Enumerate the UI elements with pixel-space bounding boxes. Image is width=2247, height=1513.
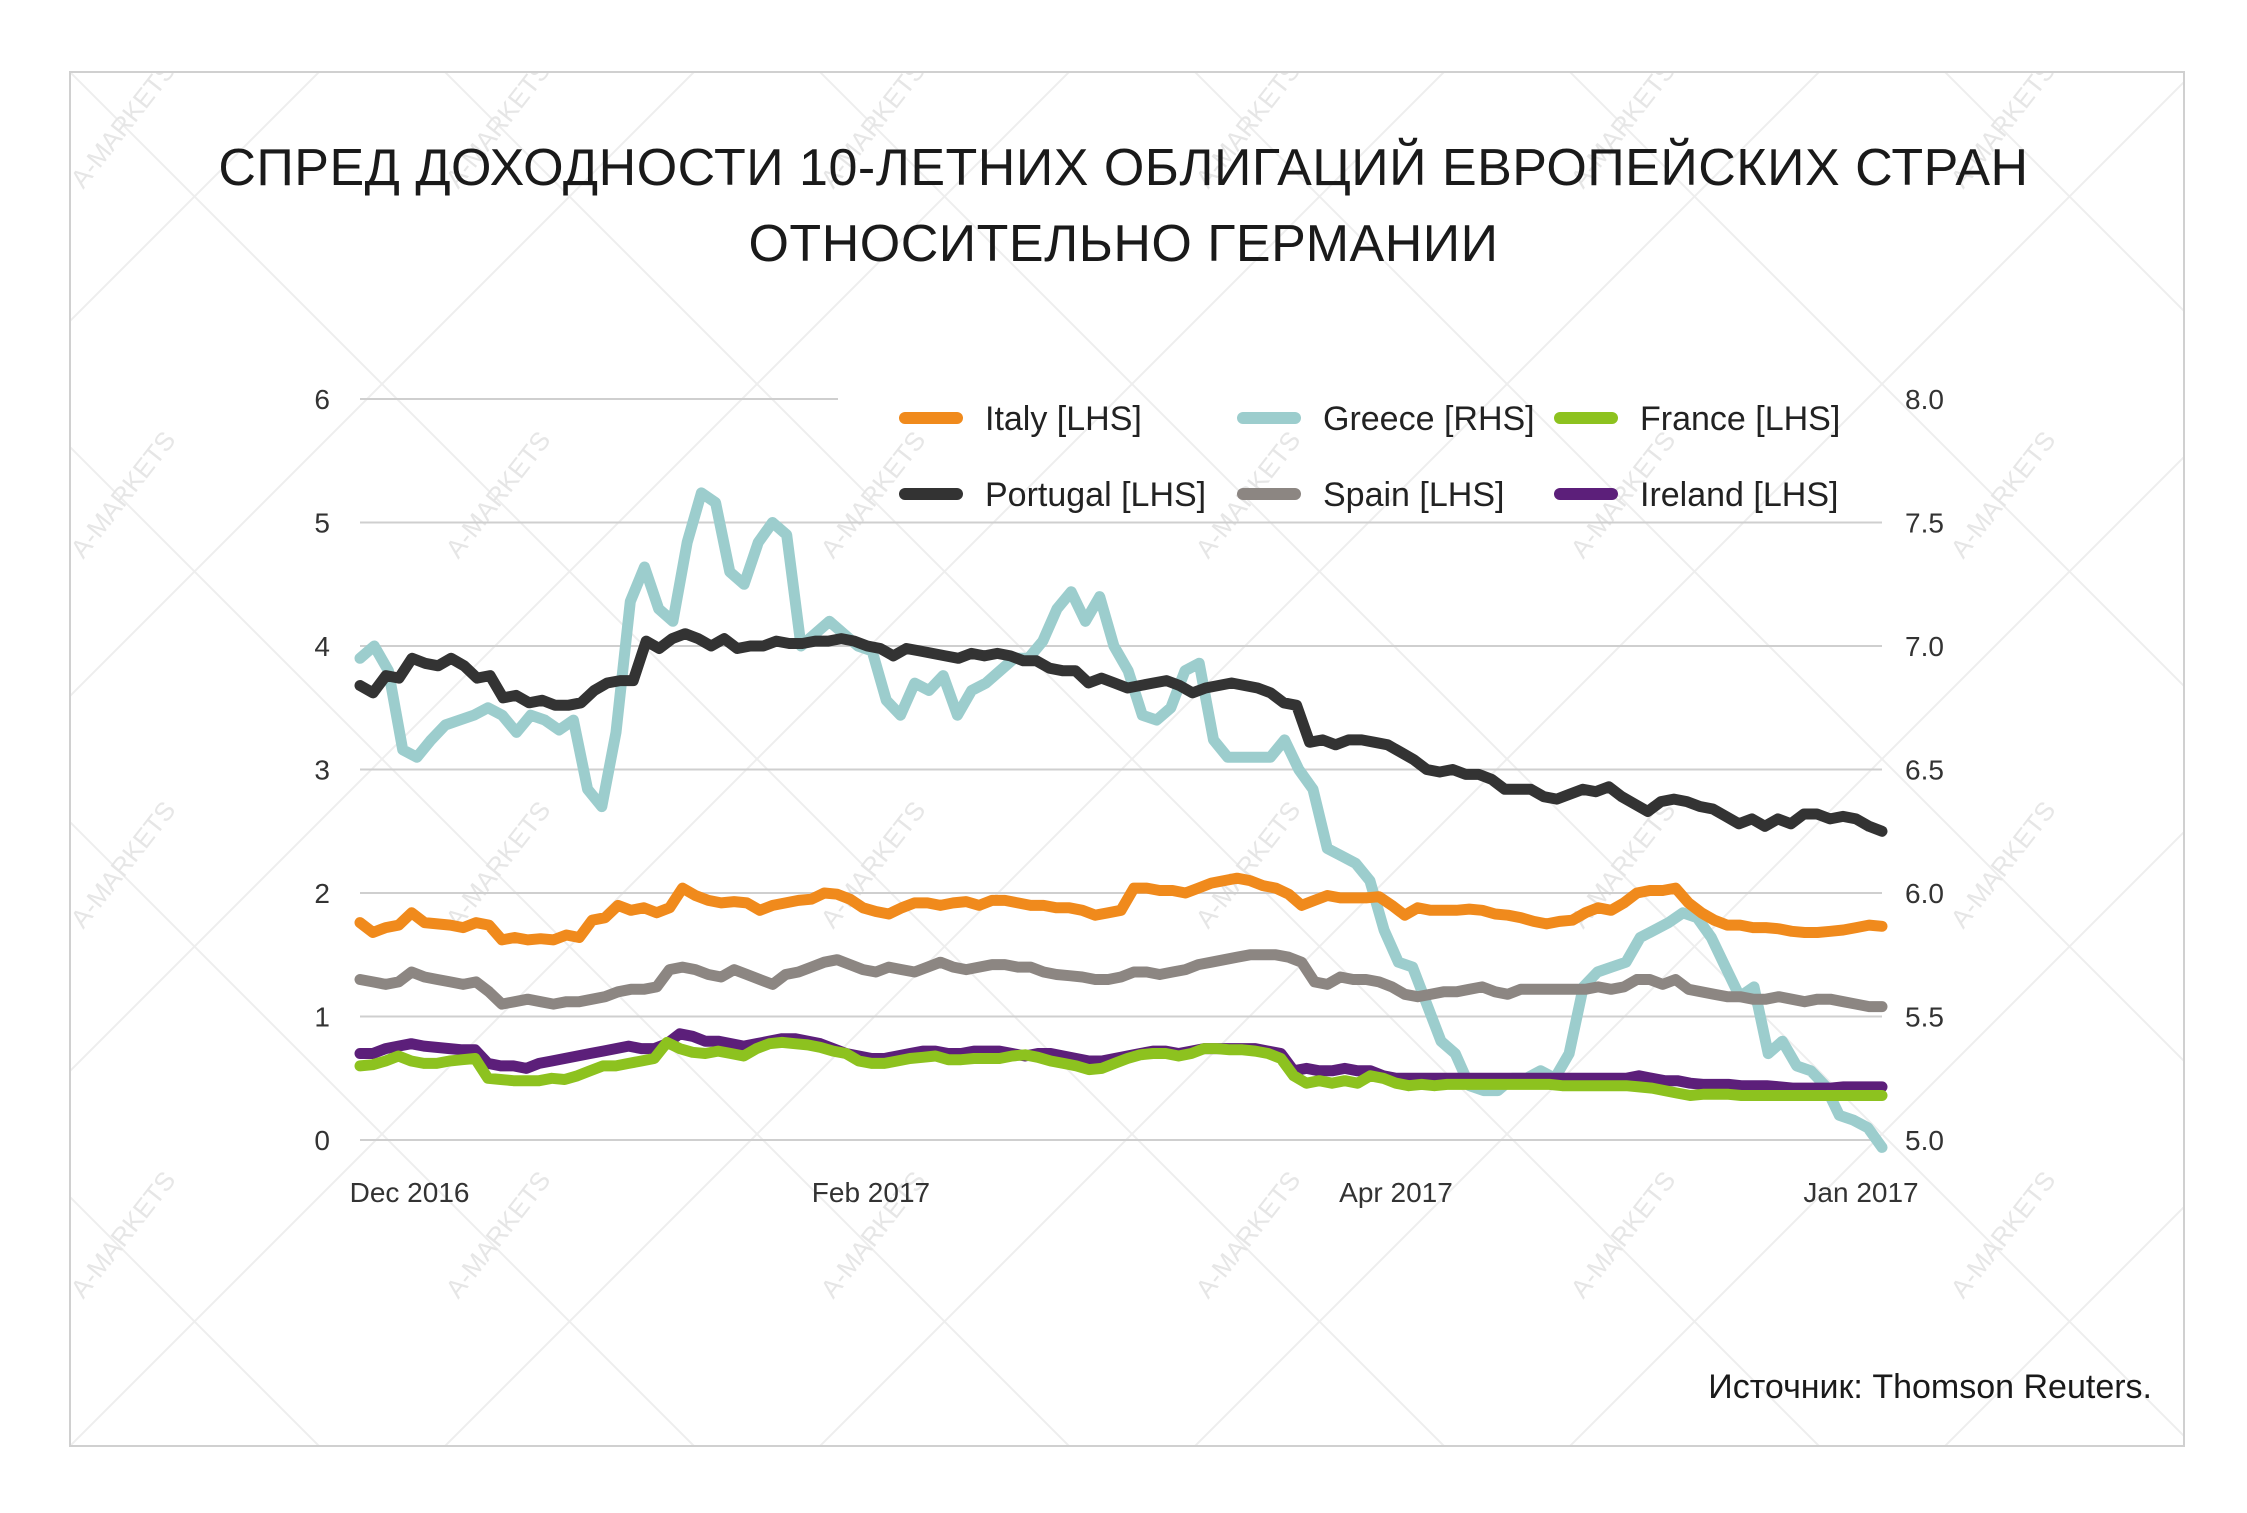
watermark-text: A-MARKETS (64, 1165, 181, 1303)
legend-label: Italy [LHS] (985, 400, 1142, 438)
series-line-italy (354, 872, 1888, 946)
watermark-line (71, 73, 320, 322)
chart-title-line-2: ОТНОСИТЕЛЬНО ГЕРМАНИИ (748, 215, 1499, 273)
y-left-tick-label: 4 (314, 631, 330, 662)
y-left-tick-label: 1 (314, 1002, 330, 1033)
y-left-tick-label: 5 (314, 508, 330, 539)
watermark-line (71, 1196, 320, 1445)
y-left-tick-label: 0 (314, 1125, 330, 1156)
watermark-line (1569, 831, 2183, 1445)
series-line-greece (354, 487, 1888, 1153)
x-tick-label: Jan 2017 (1803, 1177, 1918, 1208)
watermark-line (1569, 73, 2183, 687)
watermark-text: A-MARKETS (64, 795, 181, 933)
y-left-tick-label: 2 (314, 878, 330, 909)
watermark-line (71, 73, 1445, 1445)
watermark-line (1194, 73, 2183, 1062)
watermark-line (819, 81, 2183, 1445)
legend-label: Portugal [LHS] (985, 476, 1206, 514)
y-right-tick-label: 5.5 (1905, 1002, 1944, 1033)
legend-label: Greece [RHS] (1323, 400, 1535, 438)
legend-label: France [LHS] (1640, 400, 1840, 438)
watermark-line (444, 73, 1820, 1445)
watermark-text: A-MARKETS (64, 425, 181, 563)
y-left-tick-label: 6 (314, 384, 330, 415)
watermark-text: A-MARKETS (1944, 1165, 2061, 1303)
watermark-line (1194, 456, 2183, 1445)
legend: Italy [LHS] Greece [RHS] France [LHS] Portu… (899, 400, 1840, 514)
y-right-tick-label: 6.5 (1905, 755, 1944, 786)
x-tick-label: Feb 2017 (812, 1177, 930, 1208)
y-axis-right: 5.0 5.5 6.0 6.5 7.0 7.5 8.0 (1905, 384, 1944, 1156)
watermark-text: A-MARKETS (439, 425, 556, 563)
y-right-tick-label: 6.0 (1905, 878, 1944, 909)
y-axis-left: 0 1 2 3 4 5 6 (314, 384, 330, 1156)
watermark-line (1944, 73, 2183, 312)
legend-label: Ireland [LHS] (1640, 476, 1838, 514)
legend-label: Spain [LHS] (1323, 476, 1504, 514)
series-line-spain (354, 949, 1888, 1013)
watermark-line (71, 446, 1070, 1445)
watermark-line (71, 73, 1070, 1072)
watermark-text: A-MARKETS (1564, 1165, 1681, 1303)
series-lines (354, 487, 1888, 1153)
watermark-text: A-MARKETS (439, 795, 556, 933)
watermark-text: A-MARKETS (1944, 795, 2061, 933)
y-right-tick-label: 7.5 (1905, 508, 1944, 539)
x-tick-label: Dec 2016 (350, 1177, 470, 1208)
y-right-tick-label: 7.0 (1905, 631, 1944, 662)
watermark-line (1944, 1206, 2183, 1445)
watermark-line (71, 821, 695, 1445)
watermark-text: A-MARKETS (1944, 425, 2061, 563)
y-right-tick-label: 5.0 (1905, 1125, 1944, 1156)
x-tick-label: Apr 2017 (1339, 1177, 1453, 1208)
series-line-france (354, 1036, 1888, 1101)
series-line-portugal (354, 628, 1888, 837)
chart-title-line-1: СПРЕД ДОХОДНОСТИ 10-ЛЕТНИХ ОБЛИГАЦИЙ ЕВР… (218, 139, 2029, 197)
y-left-tick-label: 3 (314, 755, 330, 786)
watermark-line (71, 73, 695, 697)
source-note: Источник: Thomson Reuters. (1708, 1368, 2152, 1406)
watermark-text: A-MARKETS (1189, 795, 1306, 933)
x-axis: Dec 2016 Feb 2017 Apr 2017 Jan 2017 (350, 1177, 1919, 1208)
watermark-text: A-MARKETS (1189, 1165, 1306, 1303)
y-right-tick-label: 8.0 (1905, 384, 1944, 415)
